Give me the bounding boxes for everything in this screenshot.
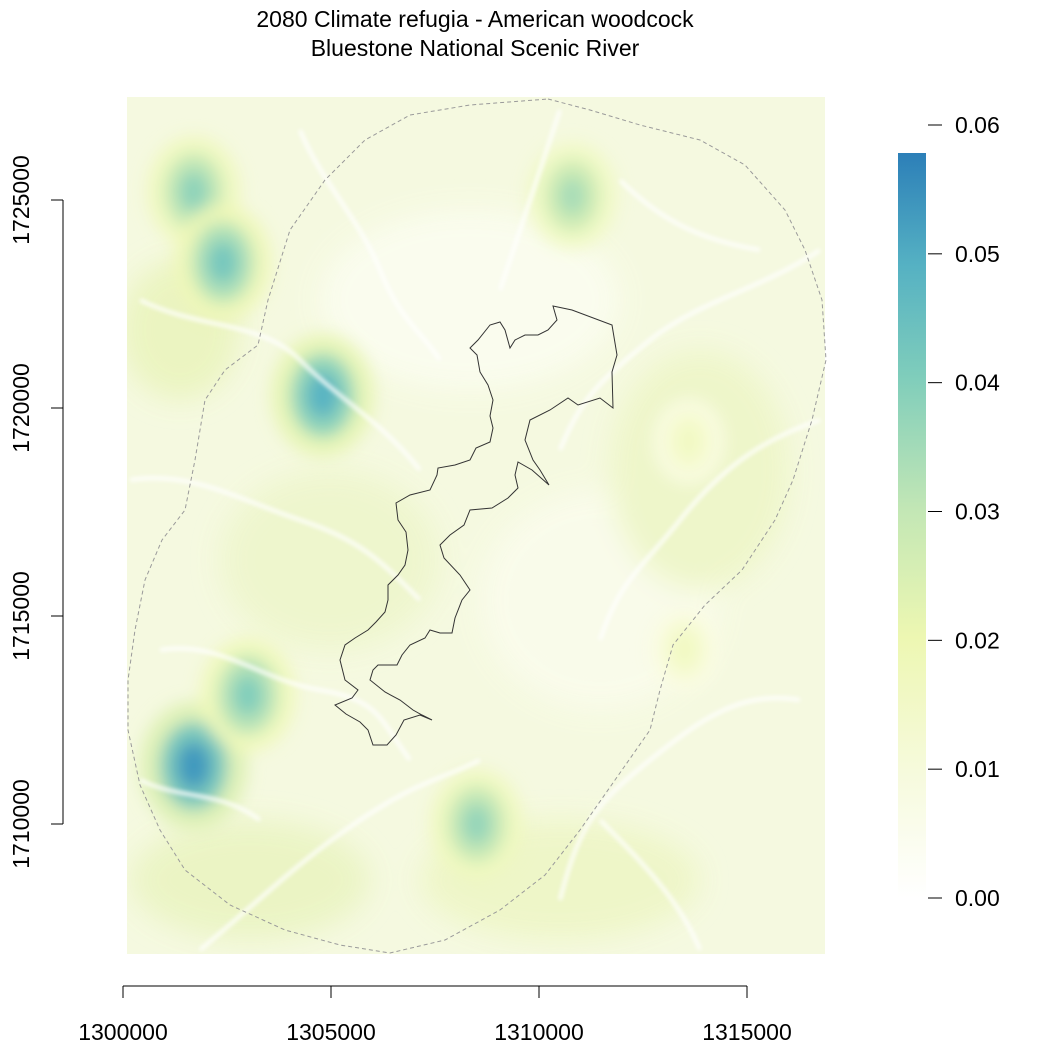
park-boundary (334, 305, 618, 746)
refugia-raster (127, 97, 825, 954)
legend-tick-label: 0.05 (955, 241, 1000, 267)
buffer-boundary (127, 98, 827, 954)
stream-network (129, 109, 822, 952)
x-tick-label: 1315000 (702, 1019, 792, 1045)
refugia-hotspot-core (306, 372, 339, 419)
refugia-hotspot-core (176, 742, 211, 790)
y-tick-label: 1725000 (8, 155, 34, 245)
legend-tick-label: 0.00 (955, 885, 1000, 911)
refugia-hotspot-core (232, 674, 263, 717)
y-tick-label: 1710000 (8, 779, 34, 869)
map-subtitle: Bluestone National Scenic River (310, 35, 640, 61)
x-tick-label: 1300000 (78, 1019, 168, 1045)
color-legend: 0.00 0.01 0.02 0.03 0.04 0.05 0.06 (898, 112, 1000, 911)
refugia-hotspot-core (677, 425, 701, 458)
refugia-hotspot-core (673, 633, 696, 666)
legend-tick-label: 0.02 (955, 627, 1000, 653)
refugia-hotspot-core (179, 171, 209, 213)
refugia-hotspot-core (558, 176, 587, 216)
legend-tick-label: 0.03 (955, 499, 1000, 525)
x-axis: 1300000 1305000 1310000 1315000 (78, 985, 792, 1045)
legend-tick-label: 0.01 (955, 756, 1000, 782)
map-title: 2080 Climate refugia - American woodcock (256, 6, 694, 32)
refugia-hotspot-core (462, 803, 492, 845)
x-tick-label: 1305000 (286, 1019, 376, 1045)
y-tick-label: 1720000 (8, 363, 34, 453)
legend-tick-label: 0.04 (955, 370, 1000, 396)
legend-colorbar (898, 153, 926, 898)
x-tick-label: 1310000 (494, 1019, 584, 1045)
y-axis: 1710000 1715000 1720000 1725000 (8, 155, 64, 869)
legend-tick-label: 0.06 (955, 112, 1000, 138)
refugia-hotspot-core (207, 240, 239, 284)
y-tick-label: 1715000 (8, 571, 34, 661)
